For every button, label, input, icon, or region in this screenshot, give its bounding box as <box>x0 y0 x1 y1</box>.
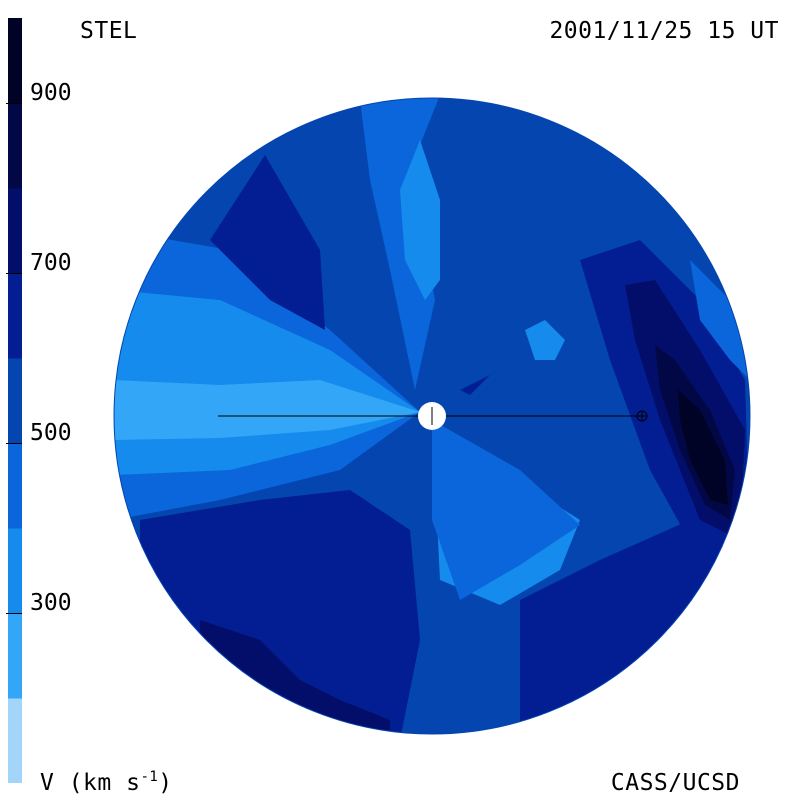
north-fast-stream <box>210 155 325 330</box>
colorbar-band-300-400 <box>8 528 22 614</box>
east-slowest-core <box>114 380 420 440</box>
colorbar-tick-label: 500 <box>30 420 72 446</box>
colorbar <box>8 18 22 783</box>
map-disk-outline <box>113 97 751 735</box>
source-label: STEL <box>80 18 138 44</box>
southwest-fast-region <box>140 490 420 734</box>
colorbar-tick <box>6 103 22 104</box>
earth-icon <box>636 410 648 422</box>
colorbar-band-400-500 <box>8 443 22 529</box>
units-suffix: ) <box>158 770 173 796</box>
colorbar-tick <box>6 613 22 614</box>
northeast-patch <box>525 320 565 360</box>
units-prefix: V (km s <box>40 770 141 796</box>
east-edge-slow-band <box>690 260 750 380</box>
east-peak-core <box>678 390 728 505</box>
sun-icon <box>418 402 446 430</box>
colorbar-band-800-900 <box>8 103 22 189</box>
colorbar-units-label: V (km s-1) <box>40 770 173 795</box>
timestamp-label: 2001/11/25 15 UT <box>549 18 779 44</box>
colorbar-band-500-600 <box>8 358 22 444</box>
center-fast-sliver <box>460 375 490 395</box>
colorbar-band-600-700 <box>8 273 22 359</box>
colorbar-tick-label: 300 <box>30 590 72 616</box>
colorbar-tick-label: 900 <box>30 80 72 106</box>
units-exponent: -1 <box>140 769 159 785</box>
north-slow-stream <box>360 98 440 390</box>
central-south-core <box>432 420 580 600</box>
colorbar-band-700-800 <box>8 188 22 274</box>
colorbar-tick <box>6 443 22 444</box>
colorbar-tick-label: 700 <box>30 250 72 276</box>
colorbar-band-200-300 <box>8 613 22 699</box>
north-slowest-stream <box>400 140 440 300</box>
colorbar-tick <box>6 273 22 274</box>
colorbar-band-900-1000 <box>8 18 22 104</box>
colorbar-band-100-200 <box>8 698 22 783</box>
credit-label: CASS/UCSD <box>610 770 740 796</box>
